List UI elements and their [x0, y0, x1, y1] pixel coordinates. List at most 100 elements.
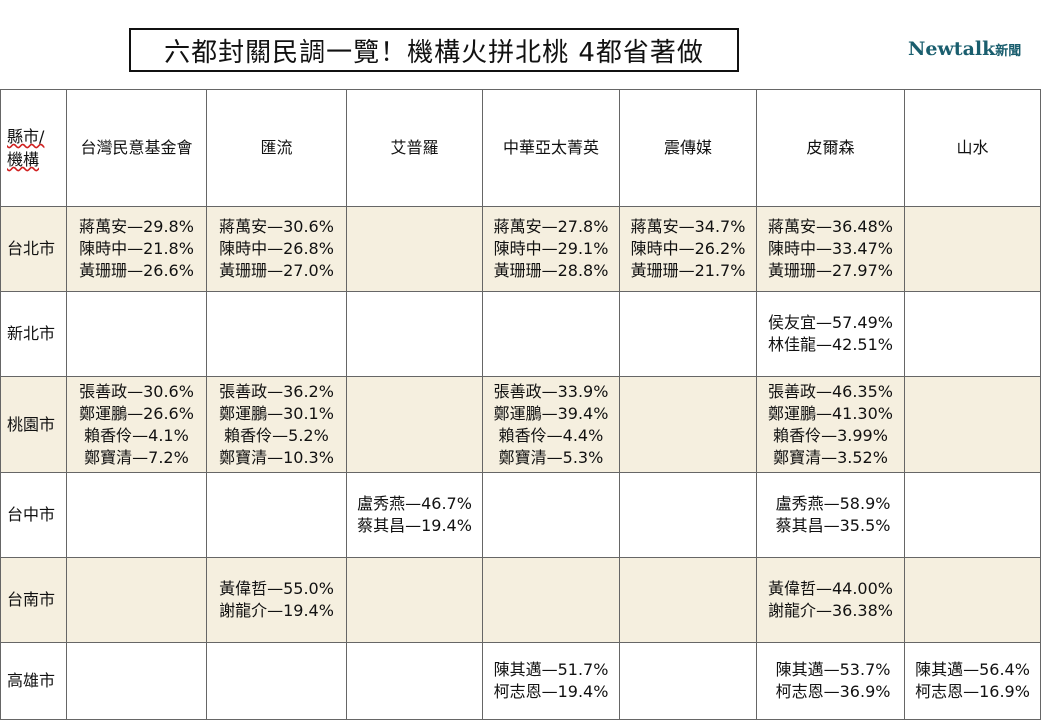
poll-cell [206, 642, 347, 720]
poll-cell: 蔣萬安—27.8% 陳時中—29.1% 黃珊珊—28.8% [482, 206, 620, 292]
candidate-result: 黃珊珊—27.97% [767, 261, 893, 280]
poll-cell: 盧秀燕—46.7% 蔡其昌—19.4% [346, 472, 483, 558]
candidate-result: 林佳龍—42.51% [767, 335, 893, 354]
row-header-city: 台中市 [0, 472, 67, 558]
candidate-result: 蔡其昌—35.5% [770, 516, 891, 535]
candidate-result: 鄭運鵬—30.1% [219, 403, 334, 423]
row-header-city: 新北市 [0, 291, 67, 377]
poll-cell: 蔣萬安—30.6% 陳時中—26.8% 黃珊珊—27.0% [206, 206, 347, 292]
candidate-result: 陳時中—26.2% [630, 239, 746, 258]
page-title: 六都封關民調一覽！機構火拼北桃 4都省著做 [129, 28, 739, 72]
table-row: 桃園市 張善政—30.6% 鄭運鵬—26.6% 賴香伶—4.1% 鄭寶清—7.2% 張… [0, 376, 1041, 473]
row-header-city: 台南市 [0, 557, 67, 643]
candidate-result: 黃偉哲—44.00% [767, 579, 893, 598]
row-header-city: 桃園市 [0, 376, 67, 473]
candidate-result: 柯志恩—16.9% [915, 682, 1030, 701]
candidate-result: 黃珊珊—26.6% [79, 261, 194, 280]
poll-cell: 侯友宜—57.49% 林佳龍—42.51% [756, 291, 905, 377]
poll-cell [346, 206, 483, 292]
table-row: 台中市 盧秀燕—46.7% 蔡其昌—19.4% 盧秀燕—58.9% 蔡其昌—35.5… [0, 472, 1041, 558]
poll-cell [482, 291, 620, 377]
corner-label-line1: 縣市/ [7, 127, 45, 146]
poll-cell [619, 642, 757, 720]
row-header-city: 高雄市 [0, 642, 67, 720]
poll-cell [482, 472, 620, 558]
column-header: 皮爾森 [756, 89, 905, 207]
candidate-result: 黃珊珊—28.8% [493, 261, 609, 280]
table-row: 新北市 侯友宜—57.49% 林佳龍—42.51% [0, 291, 1041, 377]
candidate-result: 蔣萬安—30.6% [219, 217, 334, 236]
candidate-result: 侯友宜—57.49% [767, 313, 893, 332]
candidate-result: 蔡其昌—19.4% [357, 516, 472, 535]
header-row: 縣市/機構 台灣民意基金會 匯流 艾普羅 中華亞太菁英 震傳媒 皮爾森 山水 [0, 89, 1041, 207]
poll-cell: 張善政—30.6% 鄭運鵬—26.6% 賴香伶—4.1% 鄭寶清—7.2% [66, 376, 207, 473]
poll-cell [904, 291, 1041, 377]
poll-cell [346, 376, 483, 473]
poll-cell: 陳其邁—56.4% 柯志恩—16.9% [904, 642, 1041, 720]
candidate-result: 謝龍介—36.38% [767, 601, 893, 620]
poll-cell [904, 206, 1041, 292]
candidate-result: 鄭運鵬—39.4% [493, 403, 609, 423]
candidate-result: 黃珊珊—21.7% [630, 261, 746, 280]
candidate-result: 賴香伶—4.4% [493, 425, 604, 445]
column-header: 震傳媒 [619, 89, 757, 207]
newtalk-logo: Newtalk新聞 [908, 38, 1021, 60]
candidate-result: 陳其邁—53.7% [770, 660, 891, 679]
poll-cell [619, 557, 757, 643]
poll-cell [206, 291, 347, 377]
candidate-result: 張善政—30.6% [79, 381, 194, 401]
candidate-result: 柯志恩—19.4% [493, 682, 609, 701]
logo-suffix: 新聞 [995, 44, 1022, 59]
candidate-result: 賴香伶—3.99% [767, 425, 888, 445]
poll-cell: 蔣萬安—29.8% 陳時中—21.8% 黃珊珊—26.6% [66, 206, 207, 292]
candidate-result: 陳時中—21.8% [79, 239, 194, 258]
corner-header: 縣市/機構 [0, 89, 67, 207]
candidate-result: 賴香伶—5.2% [219, 425, 329, 445]
candidate-result: 蔣萬安—27.8% [493, 217, 609, 236]
poll-cell: 黃偉哲—44.00% 謝龍介—36.38% [756, 557, 905, 643]
candidate-result: 盧秀燕—58.9% [770, 494, 891, 513]
poll-table: 縣市/機構 台灣民意基金會 匯流 艾普羅 中華亞太菁英 震傳媒 皮爾森 山水 台北市 蔣萬安—29… [0, 89, 1041, 720]
candidate-result: 陳其邁—56.4% [915, 660, 1030, 679]
candidate-result: 鄭寶清—3.52% [767, 447, 888, 467]
logo-text: Newtalk [908, 38, 996, 60]
table-row: 台北市 蔣萬安—29.8% 陳時中—21.8% 黃珊珊—26.6% 蔣萬安—30.6% 陳… [0, 206, 1041, 292]
poll-cell [346, 642, 483, 720]
candidate-result: 柯志恩—36.9% [770, 682, 891, 701]
candidate-result: 陳時中—33.47% [767, 239, 893, 258]
column-header: 山水 [904, 89, 1041, 207]
poll-cell [66, 291, 207, 377]
poll-cell [206, 472, 347, 558]
table-row: 高雄市 陳其邁—51.7% 柯志恩—19.4% 陳其邁—53.7% 柯志恩—36.9… [0, 642, 1041, 720]
candidate-result: 黃珊珊—27.0% [219, 261, 334, 280]
candidate-result: 張善政—46.35% [767, 381, 893, 401]
poll-cell [346, 291, 483, 377]
poll-cell [66, 472, 207, 558]
row-header-city: 台北市 [0, 206, 67, 292]
poll-cell: 張善政—33.9% 鄭運鵬—39.4% 賴香伶—4.4% 鄭寶清—5.3% [482, 376, 620, 473]
poll-cell: 黃偉哲—55.0% 謝龍介—19.4% [206, 557, 347, 643]
poll-cell [346, 557, 483, 643]
poll-cell [482, 557, 620, 643]
column-header: 台灣民意基金會 [66, 89, 207, 207]
poll-cell: 蔣萬安—36.48% 陳時中—33.47% 黃珊珊—27.97% [756, 206, 905, 292]
table-row: 台南市 黃偉哲—55.0% 謝龍介—19.4% 黃偉哲—44.00% 謝龍介—36.38… [0, 557, 1041, 643]
poll-cell [904, 376, 1041, 473]
column-header: 匯流 [206, 89, 347, 207]
poll-cell: 張善政—36.2% 鄭運鵬—30.1% 賴香伶—5.2% 鄭寶清—10.3% [206, 376, 347, 473]
candidate-result: 陳時中—26.8% [219, 239, 334, 258]
poll-cell [619, 472, 757, 558]
candidate-result: 陳其邁—51.7% [493, 660, 609, 679]
candidate-result: 蔣萬安—36.48% [767, 217, 893, 236]
candidate-result: 蔣萬安—29.8% [79, 217, 194, 236]
poll-cell [904, 557, 1041, 643]
candidate-result: 鄭運鵬—41.30% [767, 403, 893, 423]
candidate-result: 鄭寶清—7.2% [79, 447, 189, 467]
candidate-result: 鄭運鵬—26.6% [79, 403, 194, 423]
candidate-result: 鄭寶清—10.3% [219, 447, 334, 467]
corner-label-line2: 機構 [7, 150, 40, 169]
poll-cell [904, 472, 1041, 558]
candidate-result: 鄭寶清—5.3% [493, 447, 604, 467]
poll-cell [619, 291, 757, 377]
